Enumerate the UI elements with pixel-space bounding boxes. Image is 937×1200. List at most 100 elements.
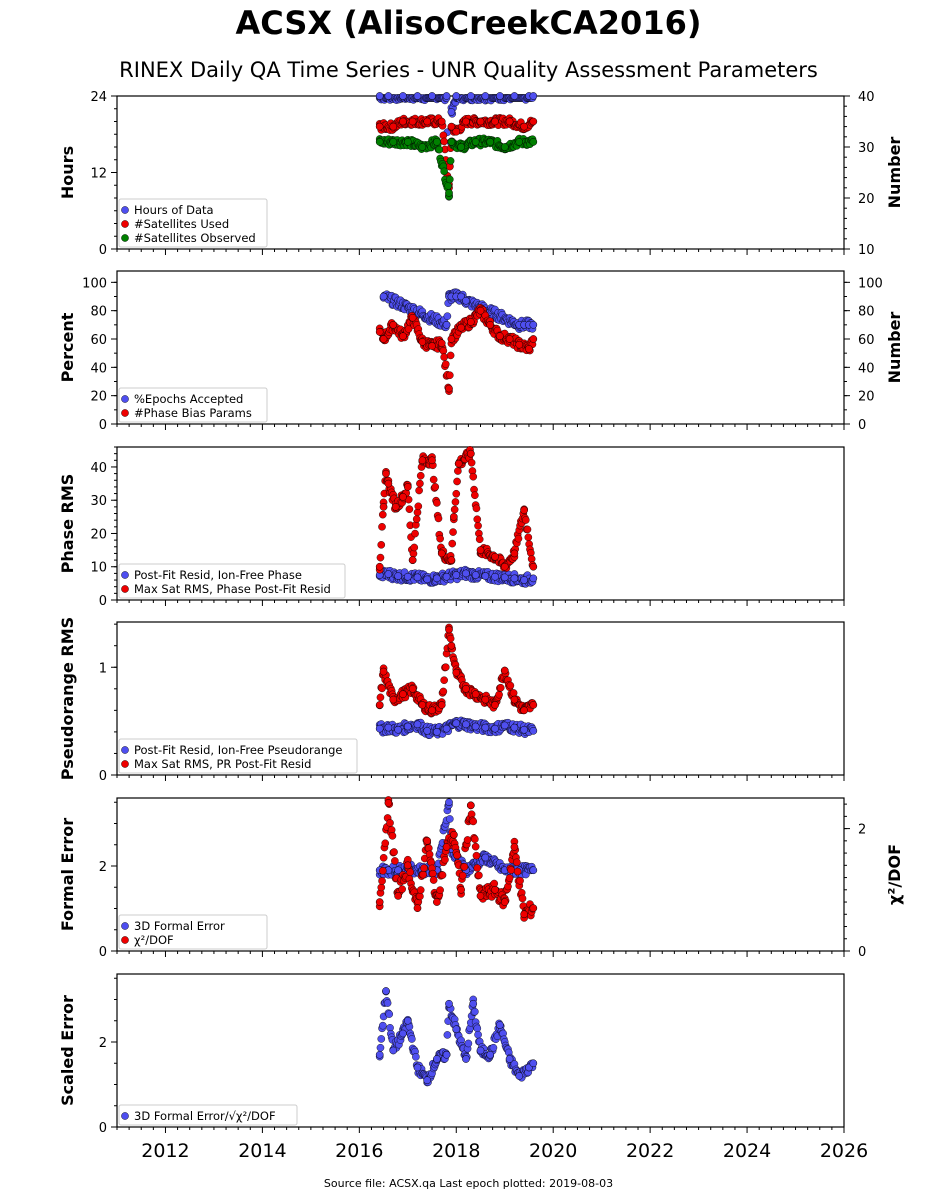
data-point	[481, 723, 490, 732]
series-2	[375, 796, 538, 922]
data-point	[442, 724, 451, 733]
legend-label: 3D Formal Error	[134, 919, 225, 933]
data-point	[389, 122, 398, 131]
legend-marker	[121, 206, 129, 214]
data-point	[462, 296, 470, 305]
series-1	[375, 716, 538, 739]
data-point	[411, 529, 419, 538]
legend-box	[118, 563, 346, 599]
data-point	[382, 469, 390, 478]
data-point	[403, 483, 412, 491]
data-point	[408, 1035, 416, 1043]
y-tick-label: 0	[99, 594, 107, 609]
data-point	[454, 467, 462, 475]
data-point	[433, 1055, 441, 1063]
data-point	[524, 533, 533, 542]
data-point	[446, 371, 454, 380]
data-point	[495, 690, 503, 699]
y-axis-label: Scaled Error	[58, 995, 77, 1106]
data-point	[375, 898, 384, 906]
data-point	[486, 320, 495, 329]
data-point	[445, 384, 453, 393]
data-point	[428, 706, 436, 715]
data-point	[399, 332, 407, 341]
data-point	[469, 999, 478, 1008]
data-point	[443, 1031, 452, 1039]
legend-marker	[121, 936, 129, 944]
data-point	[500, 666, 509, 675]
data-point	[375, 724, 384, 733]
data-point	[462, 1055, 470, 1063]
data-point	[457, 885, 465, 894]
data-point	[399, 690, 407, 699]
data-point	[403, 572, 412, 581]
y-axis-right-label: χ²/DOF	[885, 844, 904, 905]
data-point	[375, 701, 384, 709]
data-point	[398, 885, 406, 894]
data-point	[520, 576, 528, 584]
data-point	[471, 690, 480, 699]
data-point	[500, 573, 509, 582]
data-point	[516, 876, 524, 885]
y-tick-label: 0	[99, 243, 107, 258]
series-3	[375, 134, 538, 201]
data-point	[505, 874, 514, 882]
legend: 3D Formal Error/√χ²/DOF	[118, 1104, 298, 1126]
data-point	[473, 864, 482, 872]
y-tick-label: 1	[99, 661, 107, 676]
panel-2: 0 20 40 60 80 100 0 20 40 60 80 100 Number Percent %Ep…	[58, 270, 904, 433]
data-point	[481, 695, 490, 704]
data-point	[437, 339, 446, 348]
y-tick-label: 30	[90, 494, 107, 509]
data-point	[500, 562, 509, 571]
data-point	[384, 570, 393, 578]
data-point	[471, 1007, 479, 1016]
y-right-tick-label: 40	[858, 361, 875, 376]
data-point	[458, 871, 467, 880]
data-point	[383, 999, 392, 1007]
legend-box	[118, 914, 268, 950]
data-point	[399, 493, 407, 501]
y-tick-label: 10	[90, 561, 107, 576]
legend-label: Post-Fit Resid, Ion-Free Pseudorange	[134, 743, 342, 757]
data-point	[394, 892, 402, 900]
data-point	[464, 1039, 473, 1048]
data-point	[391, 857, 399, 865]
data-point	[429, 876, 438, 884]
data-point	[474, 1030, 482, 1039]
data-point	[472, 504, 481, 513]
data-point	[413, 904, 422, 913]
data-point	[471, 835, 479, 843]
data-point	[447, 138, 456, 146]
data-point	[476, 1046, 485, 1055]
data-point	[476, 546, 485, 554]
data-point	[466, 318, 475, 326]
data-point	[453, 851, 461, 860]
data-point	[384, 92, 393, 100]
panel-4: 0 1 Pseudorange RMS Post-Fit Resid, Ion-Fre…	[58, 617, 845, 784]
data-point	[382, 987, 390, 995]
data-point	[457, 292, 465, 301]
data-point	[429, 869, 437, 878]
data-point	[418, 456, 427, 465]
data-point	[505, 335, 514, 343]
legend-box	[118, 738, 358, 774]
data-point	[423, 1076, 432, 1085]
data-point	[481, 92, 490, 100]
data-point	[466, 801, 475, 810]
data-point	[529, 866, 538, 875]
data-point	[445, 999, 453, 1008]
data-point	[377, 1035, 386, 1043]
data-point	[375, 138, 384, 146]
data-point	[408, 684, 417, 693]
data-point	[457, 143, 465, 151]
data-point	[433, 138, 441, 146]
data-point	[423, 726, 432, 735]
data-point	[431, 483, 440, 491]
data-point	[454, 459, 463, 468]
data-point	[428, 342, 436, 350]
data-point	[500, 898, 509, 906]
data-point	[438, 871, 447, 879]
data-point	[384, 479, 393, 488]
